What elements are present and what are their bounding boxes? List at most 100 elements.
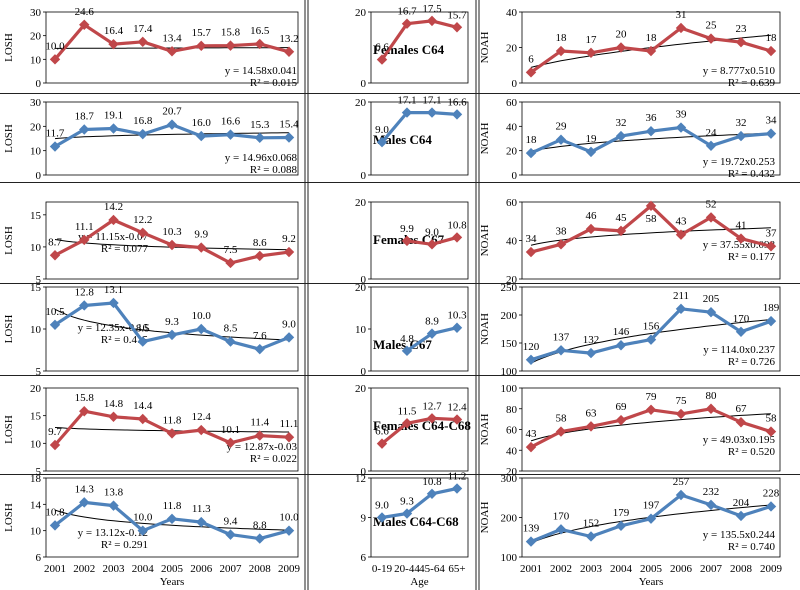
data-point (137, 36, 148, 48)
data-label: 15.8 (75, 392, 95, 404)
data-point (166, 119, 178, 130)
data-label: 14.4 (133, 400, 153, 412)
data-label: 232 (703, 486, 720, 498)
data-point (585, 347, 597, 359)
data-label: 8.8 (253, 520, 267, 532)
data-label: 211 (673, 290, 689, 302)
y-tick-label: 100 (501, 552, 518, 564)
y-tick-label: 40 (506, 121, 518, 133)
data-point (451, 414, 463, 425)
data-label: 10.1 (221, 424, 240, 436)
data-label: 11.8 (163, 414, 182, 426)
data-label: 31 (676, 9, 687, 21)
data-label: 8.9 (425, 316, 439, 328)
data-label: 32 (616, 117, 627, 129)
data-label: 18.7 (75, 110, 95, 122)
data-point (376, 438, 388, 449)
y-axis-label: NOAH (479, 225, 491, 257)
data-point (705, 306, 717, 318)
data-point (705, 33, 717, 44)
data-point (765, 241, 777, 252)
y-tick-label: 20 (506, 43, 518, 55)
y-tick-label: 20 (355, 7, 367, 19)
data-label: 7.6 (253, 330, 267, 342)
y-tick-label: 5 (36, 466, 42, 478)
data-point (254, 38, 265, 50)
data-point (401, 345, 413, 357)
data-label: 16.8 (133, 115, 153, 127)
data-point (79, 497, 90, 508)
data-point (166, 239, 178, 251)
data-point (645, 200, 657, 212)
data-point (675, 408, 687, 420)
plot-area (45, 387, 299, 472)
trend-r2: R² = 0.432 (728, 168, 775, 180)
plot-area (521, 286, 781, 372)
data-point (49, 250, 61, 261)
data-point (735, 233, 747, 244)
data-label: 13.4 (162, 32, 182, 44)
data-label: 16.5 (250, 25, 270, 37)
y-tick-label: 10 (355, 324, 367, 336)
data-label: 80 (706, 390, 718, 402)
y-tick-label: 5 (36, 366, 42, 378)
data-label: 132 (583, 334, 600, 346)
data-label: 7.5 (224, 244, 238, 256)
data-label: 14.2 (104, 201, 123, 213)
y-axis-label: LOSH (3, 415, 15, 444)
data-point (705, 140, 717, 152)
data-label: 15.4 (279, 119, 299, 131)
y-tick-label: 0 (361, 170, 367, 182)
y-tick-label: 200 (501, 310, 518, 322)
x-tick-label: 45-64 (419, 563, 445, 575)
data-point (525, 441, 537, 453)
data-label: 11.7 (46, 128, 65, 140)
data-point (137, 336, 148, 347)
y-tick-label: 5 (36, 274, 42, 286)
data-label: 9.0 (282, 318, 296, 330)
data-label: 16.6 (221, 116, 241, 128)
y-tick-label: 250 (501, 282, 518, 294)
data-point (49, 141, 61, 152)
data-point (196, 242, 207, 253)
data-label: 14.3 (75, 483, 95, 495)
panel-title: Males C67 (373, 337, 432, 352)
data-label: 152 (583, 517, 600, 529)
data-label: 39 (676, 109, 688, 121)
data-label: 4.8 (400, 333, 414, 345)
data-point (555, 345, 567, 356)
y-axis-label: NOAH (479, 502, 491, 534)
data-point (254, 132, 265, 143)
data-point (137, 413, 148, 425)
data-point (451, 322, 463, 333)
data-label: 29 (556, 121, 568, 133)
data-label: 34 (526, 233, 538, 245)
trend-equation: y = 49.03x0.195 (703, 434, 776, 446)
y-tick-label: 20 (30, 383, 42, 395)
data-point (765, 501, 777, 512)
data-label: 12.8 (75, 286, 95, 298)
panel-mall-age: 6 9 12 Males C64-C68 9.0 9.3 10.8 11.2 0-19 20-44… (355, 471, 469, 588)
data-point (585, 531, 597, 542)
y-tick-label: 20 (355, 97, 367, 109)
data-point (615, 414, 627, 426)
trend-r2: R² = 0.077 (101, 243, 149, 255)
trend-r2: R² = 0.726 (728, 356, 776, 368)
x-tick-label: 65+ (448, 563, 465, 575)
trend-r2: R² = 0.639 (728, 77, 776, 89)
data-label: 10.0 (133, 512, 153, 524)
y-tick-label: 0 (361, 366, 367, 378)
data-point (49, 520, 61, 531)
y-tick-label: 10 (30, 438, 42, 450)
data-label: 17.1 (422, 95, 441, 107)
y-tick-label: 9 (361, 513, 367, 525)
data-label: 15.8 (221, 27, 241, 39)
y-tick-label: 100 (501, 366, 518, 378)
data-label: 8.5 (136, 323, 150, 335)
